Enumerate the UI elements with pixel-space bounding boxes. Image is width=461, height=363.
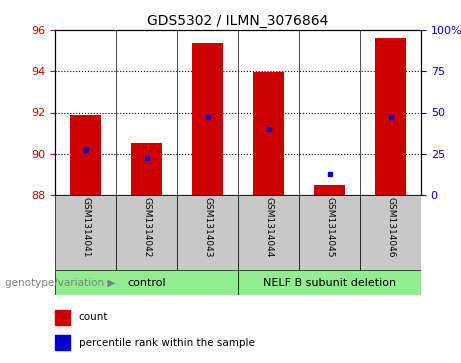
FancyBboxPatch shape bbox=[177, 195, 238, 270]
FancyBboxPatch shape bbox=[238, 270, 421, 295]
Text: count: count bbox=[79, 313, 108, 322]
Text: GSM1314042: GSM1314042 bbox=[142, 197, 151, 258]
Bar bbox=[131, 143, 162, 195]
Bar bbox=[314, 185, 345, 195]
FancyBboxPatch shape bbox=[238, 195, 299, 270]
Text: GSM1314046: GSM1314046 bbox=[386, 197, 395, 258]
FancyBboxPatch shape bbox=[55, 195, 116, 270]
Bar bbox=[55, 310, 70, 325]
Text: GSM1314041: GSM1314041 bbox=[81, 197, 90, 258]
Text: percentile rank within the sample: percentile rank within the sample bbox=[79, 338, 254, 347]
Bar bbox=[192, 44, 223, 195]
Bar bbox=[70, 115, 101, 195]
Text: genotype/variation ▶: genotype/variation ▶ bbox=[5, 277, 115, 287]
Text: NELF B subunit deletion: NELF B subunit deletion bbox=[263, 277, 396, 287]
Bar bbox=[253, 72, 284, 195]
Text: GSM1314043: GSM1314043 bbox=[203, 197, 212, 258]
Text: control: control bbox=[127, 277, 166, 287]
Title: GDS5302 / ILMN_3076864: GDS5302 / ILMN_3076864 bbox=[148, 13, 329, 28]
Text: GSM1314044: GSM1314044 bbox=[264, 197, 273, 258]
FancyBboxPatch shape bbox=[116, 195, 177, 270]
Bar bbox=[375, 38, 406, 195]
Text: GSM1314045: GSM1314045 bbox=[325, 197, 334, 258]
Bar bbox=[55, 335, 70, 350]
FancyBboxPatch shape bbox=[55, 270, 238, 295]
FancyBboxPatch shape bbox=[299, 195, 360, 270]
FancyBboxPatch shape bbox=[360, 195, 421, 270]
